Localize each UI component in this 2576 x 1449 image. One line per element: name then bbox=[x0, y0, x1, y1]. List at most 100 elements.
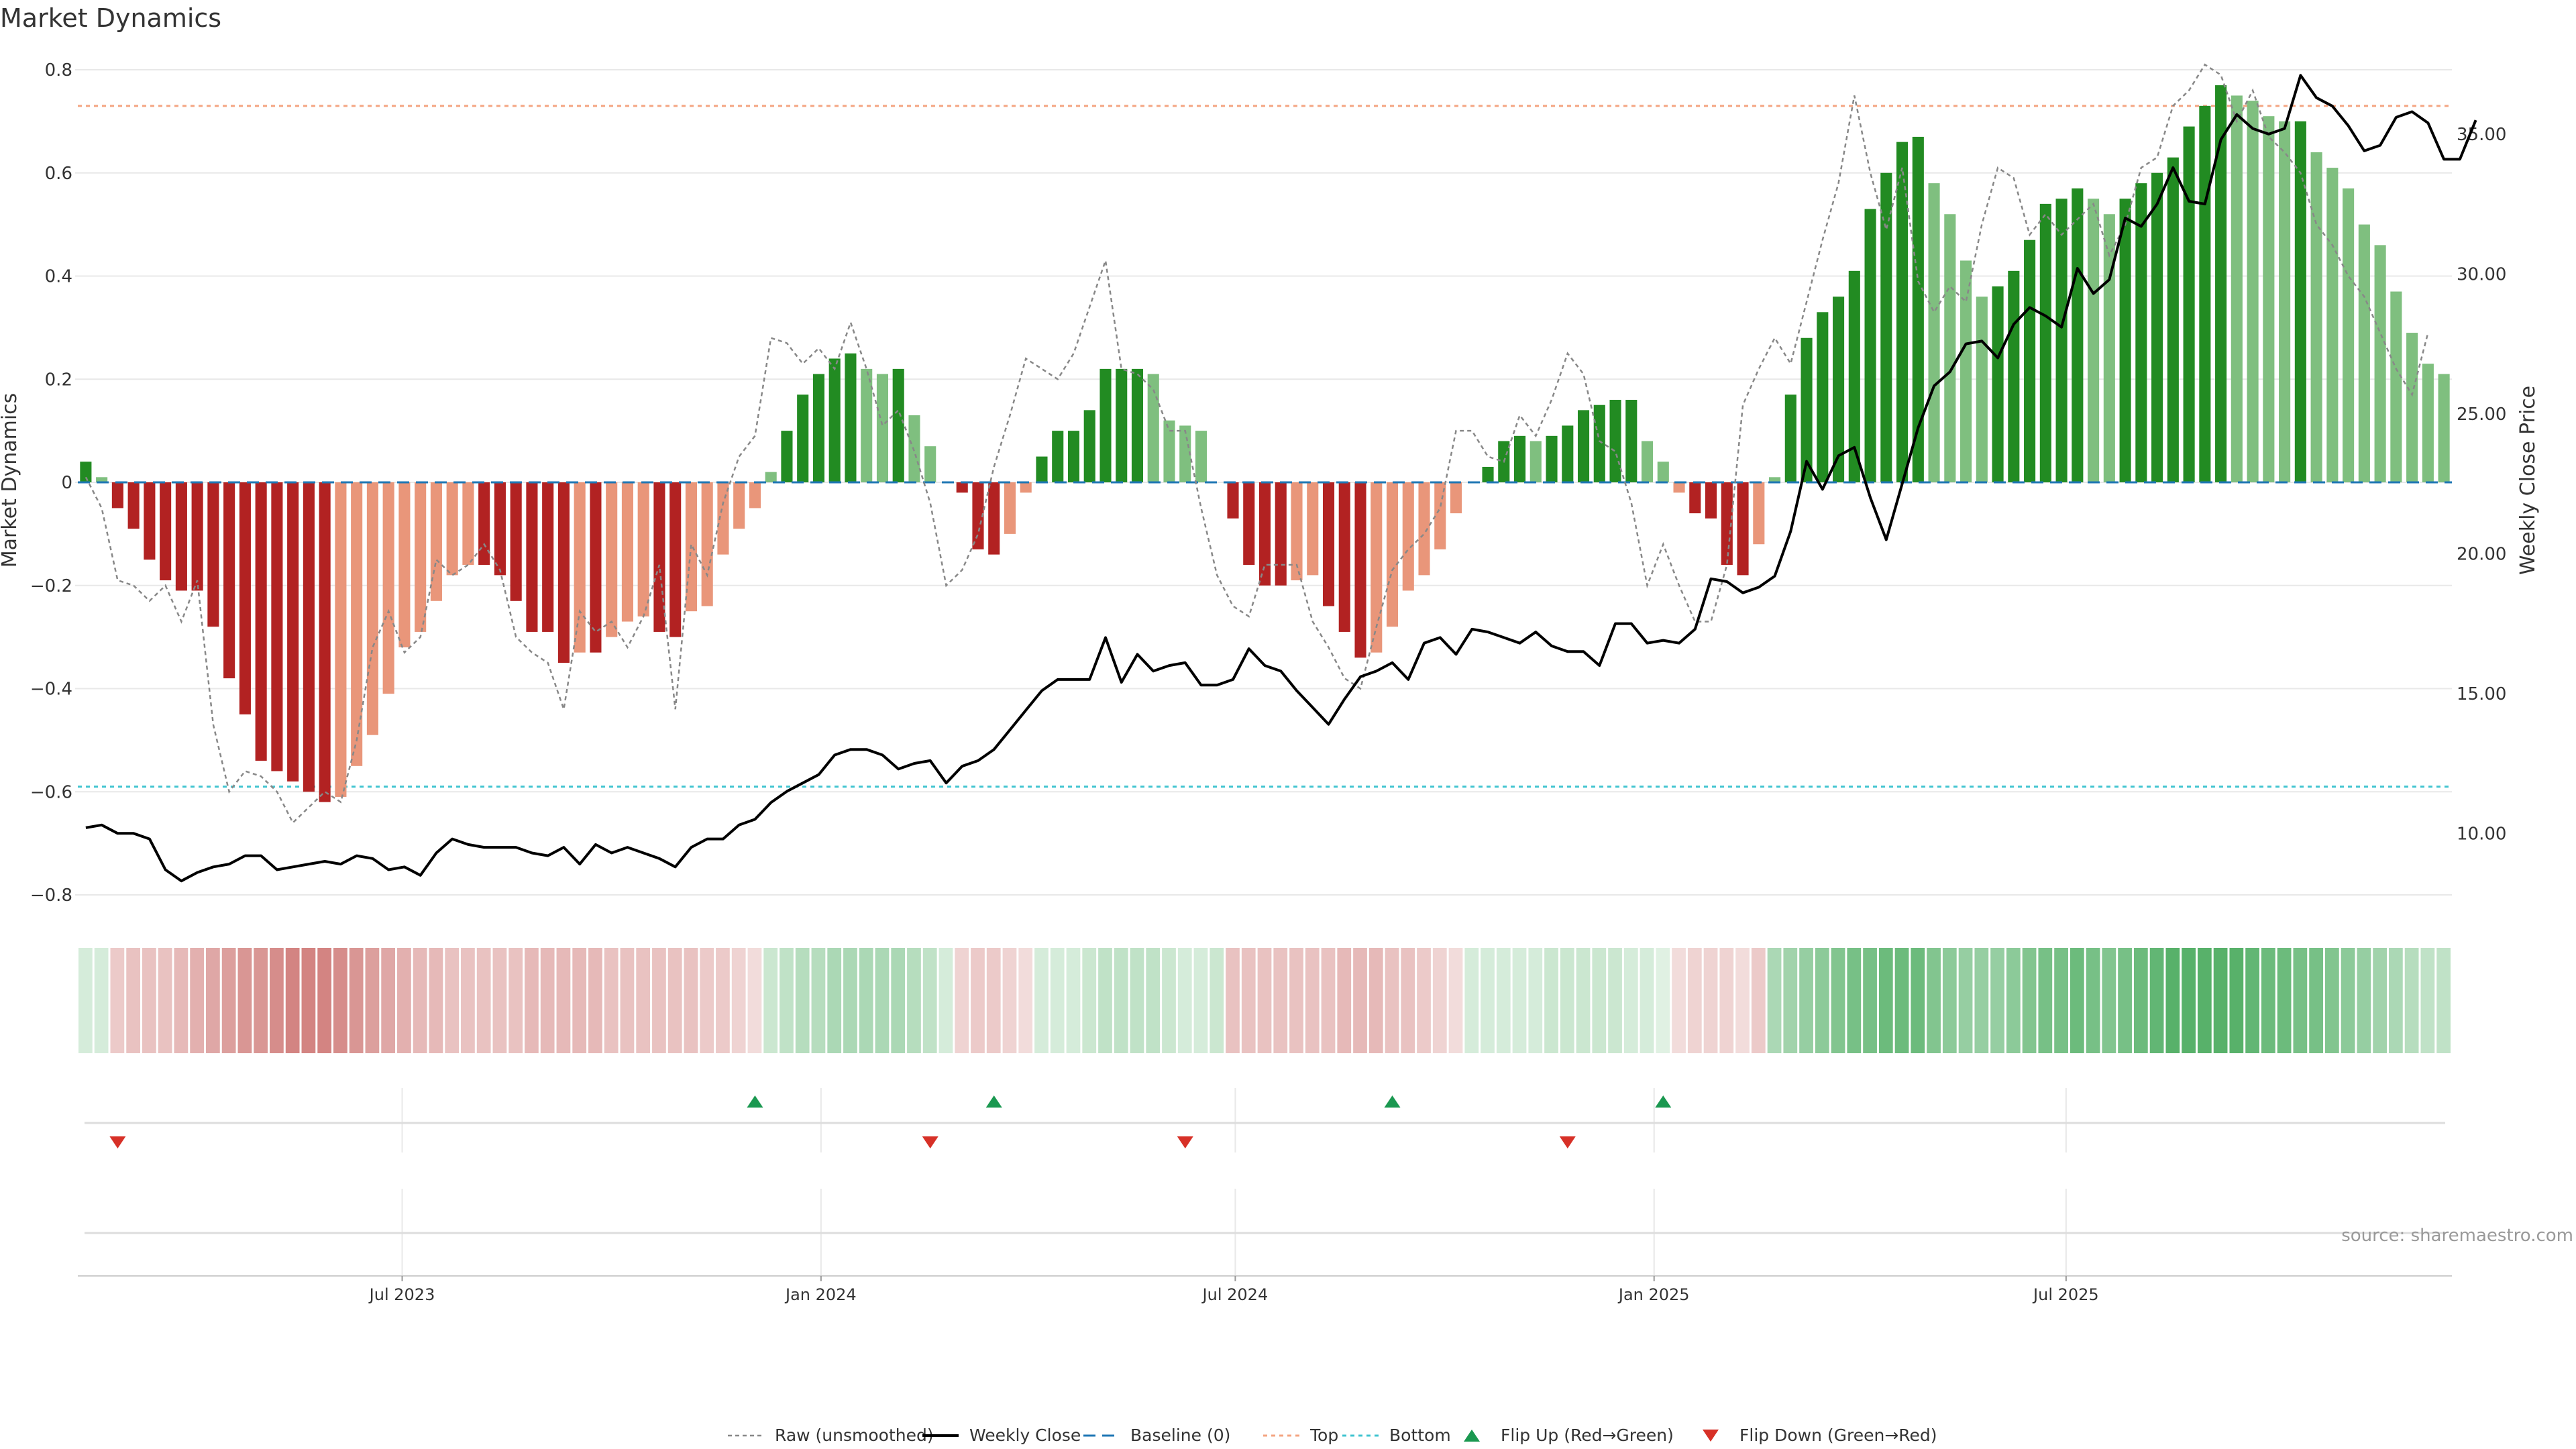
y-tick-left: −0.2 bbox=[30, 576, 72, 596]
strip-cell bbox=[667, 948, 682, 1053]
strip-cell bbox=[1831, 948, 1845, 1053]
legend-swatch-flip-up bbox=[1464, 1430, 1480, 1442]
y-tick-left: 0.4 bbox=[45, 267, 72, 287]
bar bbox=[1131, 368, 1144, 482]
bar bbox=[2294, 121, 2306, 482]
strip-cell bbox=[1719, 948, 1734, 1053]
strip-cell bbox=[126, 948, 141, 1053]
strip-cell bbox=[2261, 948, 2275, 1053]
bar bbox=[2167, 157, 2179, 482]
bar bbox=[1067, 431, 1080, 482]
bar bbox=[96, 477, 108, 482]
strip-cell bbox=[301, 948, 316, 1053]
strip-cell bbox=[907, 948, 921, 1053]
bar bbox=[828, 358, 841, 482]
strip-cell bbox=[190, 948, 205, 1053]
strip-cell bbox=[2388, 948, 2403, 1053]
strip-cell bbox=[875, 948, 890, 1053]
bar bbox=[701, 482, 713, 606]
strip-cell bbox=[365, 948, 380, 1053]
strip-cell bbox=[445, 948, 460, 1053]
raw-series-line bbox=[85, 63, 2429, 824]
strip-cell bbox=[1656, 948, 1670, 1053]
strip-cell bbox=[636, 948, 651, 1053]
strip-cell bbox=[891, 948, 906, 1053]
bar bbox=[2279, 121, 2291, 482]
bar bbox=[1513, 435, 1526, 482]
strip-cell bbox=[1417, 948, 1431, 1053]
strip-cell bbox=[827, 948, 842, 1053]
strip-cell bbox=[1353, 948, 1367, 1053]
strip-cell bbox=[2197, 948, 2212, 1053]
strip-cell bbox=[2245, 948, 2259, 1053]
bar bbox=[175, 482, 187, 591]
bar bbox=[797, 394, 809, 482]
strip-cell bbox=[859, 948, 873, 1053]
strip-cell bbox=[1735, 948, 1750, 1053]
strip-cell bbox=[1050, 948, 1065, 1053]
strip-cell bbox=[1385, 948, 1399, 1053]
strip-cell bbox=[2293, 948, 2308, 1053]
strip-cell bbox=[1448, 948, 1463, 1053]
bar bbox=[335, 482, 347, 797]
bar bbox=[1784, 394, 1796, 482]
bar bbox=[1769, 477, 1781, 482]
strip-cell bbox=[1193, 948, 1208, 1053]
bar bbox=[781, 431, 793, 482]
bar bbox=[223, 482, 235, 679]
bar bbox=[1371, 482, 1383, 653]
bar bbox=[590, 482, 602, 653]
strip-cell bbox=[1018, 948, 1033, 1053]
flip-markers-panel bbox=[85, 1088, 2445, 1152]
strip-cell bbox=[620, 948, 635, 1053]
bar bbox=[876, 374, 889, 482]
strip-cell bbox=[747, 948, 762, 1053]
chart-title: Market Dynamics bbox=[0, 3, 221, 33]
strip-cell bbox=[2054, 948, 2068, 1053]
strip-cell bbox=[1321, 948, 1336, 1053]
bar bbox=[462, 482, 474, 565]
strip-cell bbox=[1942, 948, 1957, 1053]
bar bbox=[2390, 291, 2402, 482]
strip-cell bbox=[174, 948, 189, 1053]
bar bbox=[574, 482, 586, 653]
strip-cell bbox=[2086, 948, 2100, 1053]
bar bbox=[111, 482, 123, 508]
bar bbox=[2406, 333, 2418, 482]
strip-cell bbox=[2404, 948, 2419, 1053]
strip-cell bbox=[2341, 948, 2355, 1053]
flip-down-marker bbox=[922, 1136, 938, 1148]
bar bbox=[1562, 425, 1574, 482]
bar bbox=[2263, 116, 2275, 482]
y-tick-left: 0.6 bbox=[45, 164, 72, 184]
bar bbox=[1099, 368, 1112, 482]
strip-cell bbox=[588, 948, 602, 1053]
bar bbox=[160, 482, 172, 581]
strip-cell bbox=[1703, 948, 1718, 1053]
bar bbox=[1625, 400, 1638, 482]
strip-cell bbox=[94, 948, 109, 1053]
bar bbox=[1116, 368, 1128, 482]
bar bbox=[1163, 420, 1175, 482]
bar bbox=[621, 482, 633, 622]
strip-cell bbox=[1863, 948, 1877, 1053]
strip-cell bbox=[922, 948, 937, 1053]
strip-cell bbox=[971, 948, 985, 1053]
legend-label: Flip Down (Green→Red) bbox=[1739, 1426, 1937, 1445]
strip-cell bbox=[1815, 948, 1829, 1053]
bar bbox=[144, 482, 156, 560]
bar bbox=[430, 482, 442, 601]
legend-label: Bottom bbox=[1389, 1426, 1451, 1445]
strip-cell bbox=[2165, 948, 2180, 1053]
bar bbox=[812, 374, 825, 482]
bar bbox=[2374, 245, 2386, 482]
strip-cell bbox=[2277, 948, 2292, 1053]
strip-cell bbox=[221, 948, 236, 1053]
strip-cell bbox=[1098, 948, 1112, 1053]
bar bbox=[892, 368, 904, 482]
y-tick-left: −0.8 bbox=[30, 885, 72, 906]
bar bbox=[1052, 431, 1064, 482]
strip-cell bbox=[1687, 948, 1702, 1053]
bar bbox=[478, 482, 490, 565]
